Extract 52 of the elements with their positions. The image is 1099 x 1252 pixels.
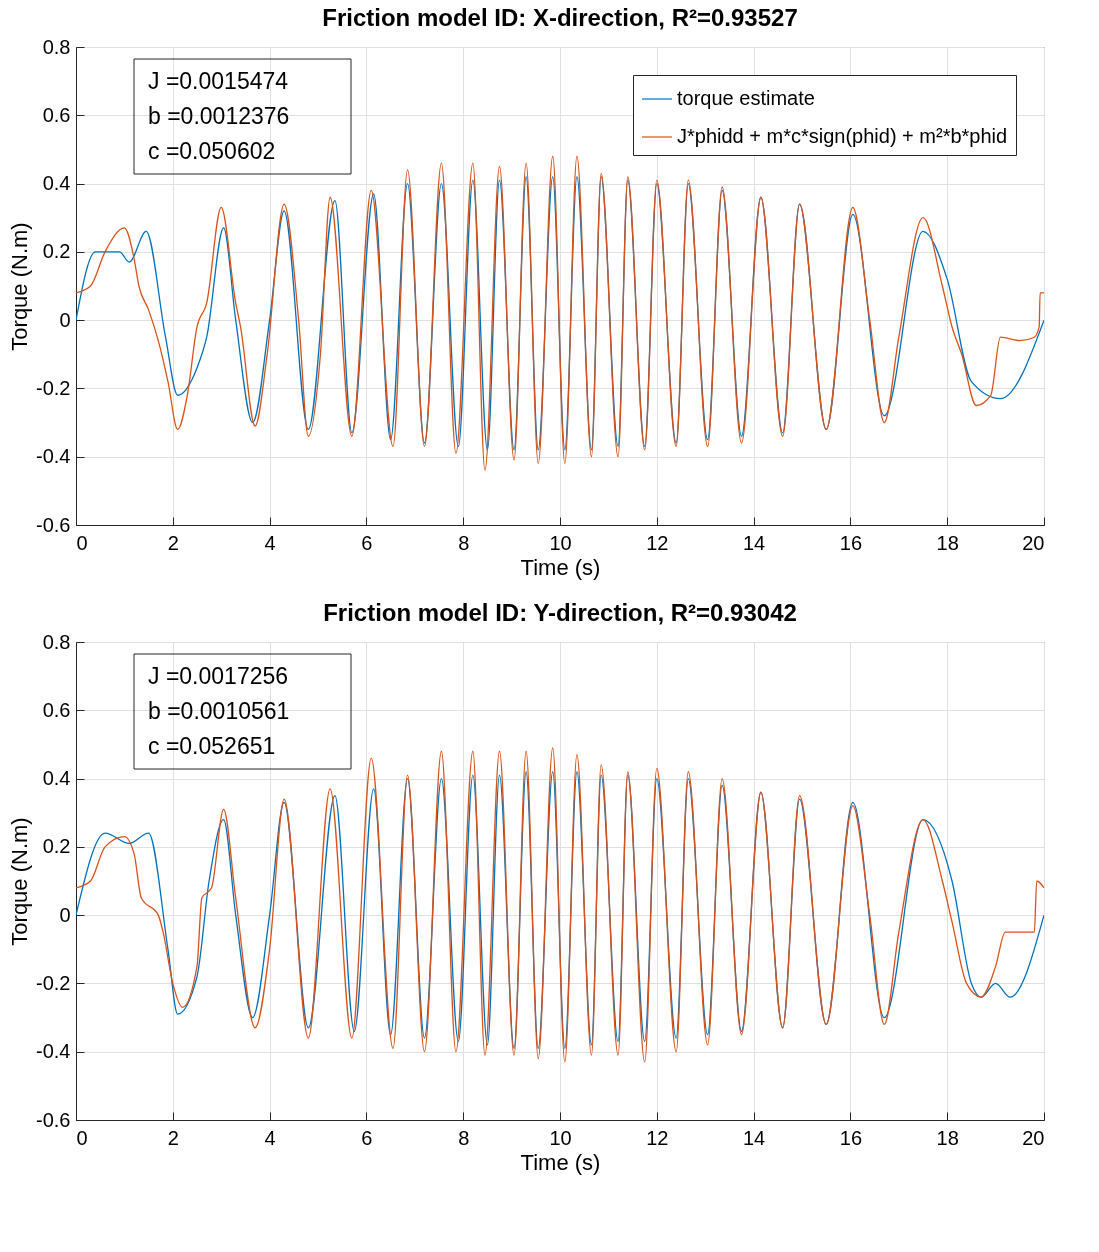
legend-label: J*phidd + m*c*sign(phid) + m²*b*phid bbox=[677, 125, 1008, 147]
x-tick-label: 14 bbox=[742, 1126, 766, 1149]
x-tick-label: 12 bbox=[646, 531, 669, 554]
annotation: b =0.0012376 bbox=[148, 103, 290, 129]
x-tick-label: 14 bbox=[742, 531, 766, 554]
y-tick-label: -0.2 bbox=[36, 376, 71, 399]
y-tick-label: -0.4 bbox=[36, 1040, 71, 1063]
y-tick-label: 0.4 bbox=[42, 767, 71, 790]
x-tick-label: 20 bbox=[1022, 1126, 1045, 1149]
y-axis-title: Torque (N.m) bbox=[7, 817, 33, 946]
y-tick-label: 0.6 bbox=[42, 103, 71, 126]
x-tick-label: 8 bbox=[458, 1126, 470, 1149]
x-tick-label: 2 bbox=[167, 531, 179, 554]
y-tick-label: 0.2 bbox=[42, 240, 71, 263]
y-tick-label: -0.6 bbox=[36, 1108, 71, 1131]
y-tick-label: 0.2 bbox=[42, 835, 71, 858]
y-axis-title: Torque (N.m) bbox=[7, 222, 33, 351]
chart-title: Friction model ID: Y-direction, R²=0.93042 bbox=[323, 599, 797, 626]
chart-title: Friction model ID: X-direction, R²=0.93527 bbox=[322, 4, 798, 31]
x-tick-label: 18 bbox=[936, 1126, 959, 1149]
y-tick-label: 0.4 bbox=[42, 172, 71, 195]
annotation: b =0.0010561 bbox=[148, 698, 290, 724]
y-tick-label: 0.6 bbox=[42, 698, 71, 721]
y-tick-label: -0.2 bbox=[36, 971, 71, 994]
x-tick-label: 6 bbox=[361, 531, 373, 554]
x-tick-label: 10 bbox=[549, 531, 572, 554]
legend-label: torque estimate bbox=[677, 87, 815, 109]
y-tick-label: 0.8 bbox=[42, 630, 71, 653]
x-tick-label: 16 bbox=[839, 531, 863, 554]
annotation: J =0.0015474 bbox=[148, 68, 289, 94]
x-tick-label: 10 bbox=[549, 1126, 572, 1149]
annotation: c =0.052651 bbox=[148, 733, 276, 759]
x-tick-label: 12 bbox=[646, 1126, 669, 1149]
y-tick-label: 0 bbox=[59, 903, 71, 926]
x-tick-label: 2 bbox=[167, 1126, 179, 1149]
annotation: c =0.050602 bbox=[148, 138, 276, 164]
annotation: J =0.0017256 bbox=[148, 663, 289, 689]
x-axis-title: Time (s) bbox=[520, 1149, 601, 1175]
y-tick-label: -0.4 bbox=[36, 445, 71, 468]
x-tick-label: 20 bbox=[1022, 531, 1045, 554]
y-tick-label: -0.6 bbox=[36, 513, 71, 536]
x-tick-label: 0 bbox=[76, 531, 88, 554]
x-tick-label: 0 bbox=[76, 1126, 88, 1149]
x-tick-label: 4 bbox=[264, 1126, 276, 1149]
x-tick-label: 18 bbox=[936, 531, 959, 554]
y-tick-label: 0.8 bbox=[42, 35, 71, 58]
x-axis-title: Time (s) bbox=[520, 554, 601, 580]
x-tick-label: 6 bbox=[361, 1126, 373, 1149]
x-tick-label: 8 bbox=[458, 531, 470, 554]
y-tick-label: 0 bbox=[59, 308, 71, 331]
x-tick-label: 16 bbox=[839, 1126, 863, 1149]
x-tick-label: 4 bbox=[264, 531, 276, 554]
